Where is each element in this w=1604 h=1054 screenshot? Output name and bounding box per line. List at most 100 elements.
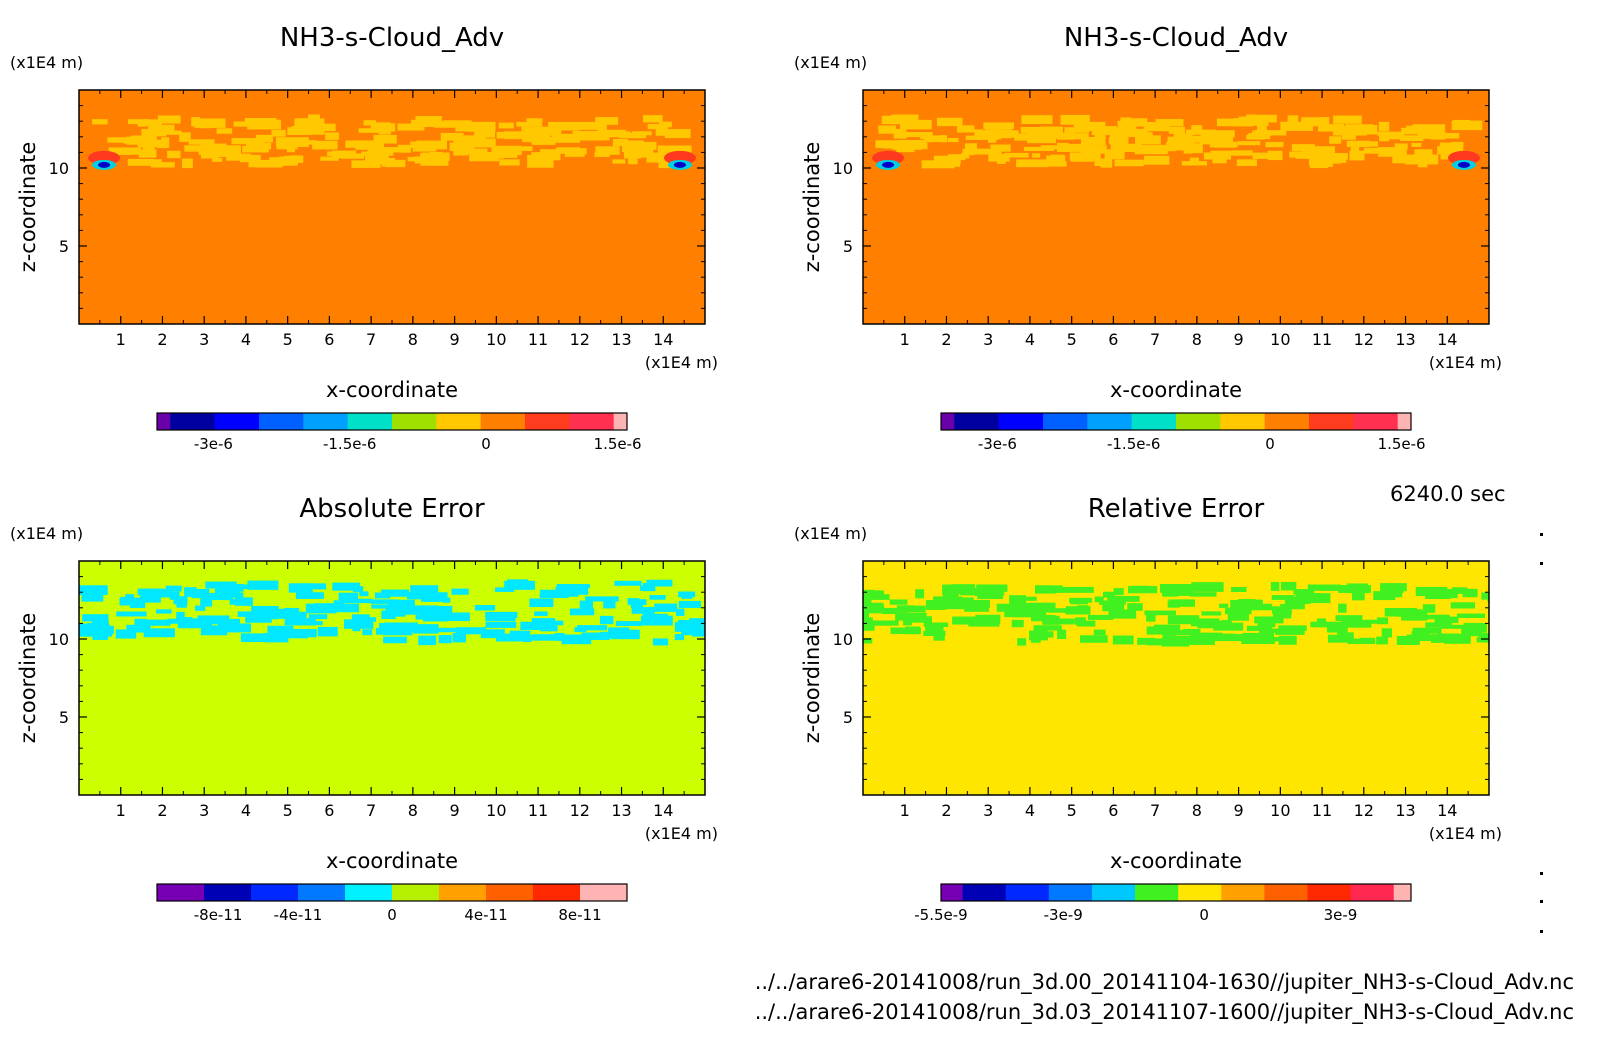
heatmap-patch bbox=[125, 594, 135, 599]
heatmap-patch bbox=[217, 619, 231, 629]
colorbar-swatch bbox=[1178, 884, 1222, 901]
x-tick-label: 7 bbox=[366, 801, 376, 820]
heatmap-patch bbox=[1189, 157, 1200, 163]
heatmap-patch bbox=[1440, 624, 1472, 629]
heatmap-patch bbox=[1230, 587, 1247, 593]
heatmap-patch bbox=[1174, 143, 1203, 151]
colorbar-swatch bbox=[1131, 413, 1177, 430]
heatmap-patch bbox=[235, 597, 253, 606]
heatmap-patch bbox=[1173, 133, 1193, 142]
colorbar-label: -3e-9 bbox=[1044, 906, 1083, 924]
colorbar-swatch bbox=[1091, 884, 1136, 901]
x-tick-label: 2 bbox=[157, 801, 167, 820]
heatmap-patch bbox=[1057, 142, 1069, 152]
heatmap-patch bbox=[138, 149, 157, 158]
heatmap-patch bbox=[1183, 628, 1201, 635]
heatmap-patch bbox=[1168, 599, 1196, 607]
heatmap-patch bbox=[631, 607, 655, 614]
heatmap-patch bbox=[456, 627, 487, 635]
heatmap-patch bbox=[579, 600, 594, 610]
heatmap-patch bbox=[608, 627, 630, 636]
heatmap-patch bbox=[127, 158, 154, 166]
colorbar-swatch bbox=[954, 413, 1000, 430]
heatmap-patch bbox=[469, 153, 500, 162]
heatmap-patch bbox=[681, 628, 705, 636]
heatmap-patch bbox=[1395, 609, 1423, 617]
heatmap-patch bbox=[615, 621, 642, 627]
heatmap-patch bbox=[1080, 635, 1108, 643]
heatmap-patch bbox=[1011, 619, 1024, 628]
colorbar-label: 0 bbox=[387, 906, 397, 924]
heatmap-patch bbox=[184, 145, 201, 152]
heatmap-patch bbox=[107, 137, 132, 143]
heatmap-patch bbox=[452, 632, 466, 643]
x-unit-label: (x1E4 m) bbox=[645, 353, 718, 372]
heatmap-patch bbox=[1069, 152, 1101, 161]
heatmap-patch bbox=[1076, 620, 1096, 627]
heatmap-patch bbox=[362, 629, 373, 636]
colorbar-swatch bbox=[258, 413, 304, 430]
heatmap-patch bbox=[1219, 603, 1229, 608]
y-tick-label: 10 bbox=[49, 159, 69, 178]
colorbar-swatch bbox=[298, 884, 346, 901]
colorbar-swatch bbox=[1353, 413, 1399, 430]
heatmap-patch bbox=[332, 582, 360, 591]
heatmap-patch bbox=[1346, 583, 1368, 594]
heatmap-patch bbox=[585, 596, 619, 602]
heatmap-patch bbox=[901, 132, 933, 138]
heatmap-patch bbox=[192, 618, 213, 628]
heatmap-patch bbox=[1246, 625, 1273, 631]
heatmap-patch bbox=[251, 605, 279, 615]
heatmap-patch bbox=[116, 611, 147, 617]
heatmap-patch bbox=[923, 134, 933, 143]
heatmap-patch bbox=[1289, 151, 1301, 158]
heatmap-patch bbox=[1365, 619, 1379, 624]
x-tick-label: 10 bbox=[1270, 330, 1290, 349]
heatmap-patch bbox=[1451, 141, 1464, 147]
heatmap-patch bbox=[504, 580, 535, 590]
colorbar-swatch bbox=[525, 413, 570, 430]
heatmap-patch bbox=[179, 132, 191, 142]
heatmap-patch bbox=[514, 146, 533, 152]
heatmap-patch bbox=[216, 128, 233, 134]
heatmap-patch bbox=[307, 621, 323, 626]
x-tick-label: 11 bbox=[528, 330, 548, 349]
heatmap-patch bbox=[161, 137, 170, 147]
heatmap-patch bbox=[631, 131, 652, 136]
heatmap-patch bbox=[539, 593, 569, 599]
heatmap-patch bbox=[184, 587, 197, 597]
colorbar-frame bbox=[156, 883, 628, 902]
heatmap-patch bbox=[140, 619, 171, 626]
x-tick-label: 6 bbox=[1108, 330, 1118, 349]
heatmap-patch bbox=[863, 604, 885, 614]
heatmap-patch bbox=[1394, 143, 1408, 150]
heatmap-patch bbox=[1337, 632, 1354, 639]
colorbar-label: -8e-11 bbox=[194, 906, 243, 924]
x-tick-label: 14 bbox=[1437, 330, 1457, 349]
chart-panel: Absolute Error(x1E4 m)1 2 3 4 5 6 7 8 9 10 11 12 13 1… bbox=[10, 494, 718, 924]
heatmap-patch bbox=[1080, 136, 1106, 146]
heatmap-patch bbox=[1320, 117, 1330, 127]
heatmap-patch bbox=[1190, 632, 1219, 640]
x-tick-label: 3 bbox=[983, 330, 993, 349]
heatmap-patch bbox=[964, 143, 977, 151]
heatmap-patch bbox=[1104, 149, 1125, 160]
colorbar-swatch bbox=[1309, 413, 1354, 430]
x-tick-label: 7 bbox=[1150, 801, 1160, 820]
heatmap-patch bbox=[1411, 142, 1422, 147]
heatmap-patch bbox=[1326, 625, 1348, 633]
heatmap-patch bbox=[947, 138, 959, 143]
x-tick-label: 12 bbox=[570, 330, 590, 349]
heatmap-patch bbox=[1257, 122, 1267, 131]
heatmap-patch bbox=[675, 608, 685, 616]
heatmap-patch bbox=[576, 148, 587, 155]
heatmap-patch bbox=[973, 620, 997, 626]
heatmap-patch bbox=[614, 580, 642, 586]
heatmap-patch bbox=[976, 584, 1008, 592]
heatmap-patch bbox=[1162, 590, 1178, 597]
colorbar-swatch bbox=[214, 413, 260, 430]
heatmap-patch bbox=[167, 618, 192, 624]
heatmap-patch bbox=[157, 115, 181, 124]
heatmap-patch bbox=[556, 584, 590, 589]
